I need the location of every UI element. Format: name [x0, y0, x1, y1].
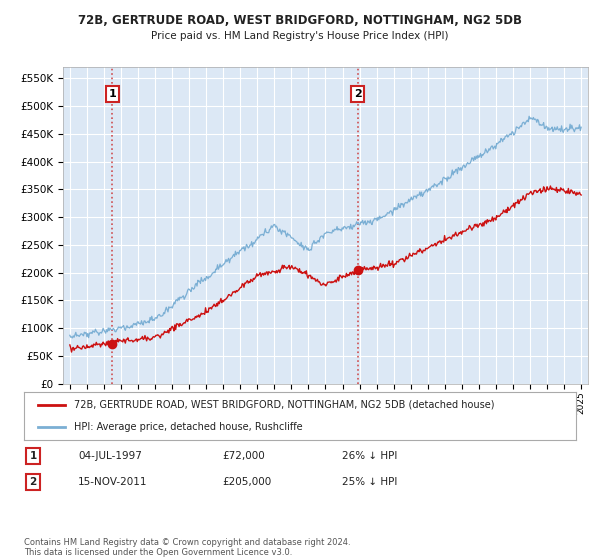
Text: 2: 2 — [29, 477, 37, 487]
Text: 72B, GERTRUDE ROAD, WEST BRIDGFORD, NOTTINGHAM, NG2 5DB: 72B, GERTRUDE ROAD, WEST BRIDGFORD, NOTT… — [78, 14, 522, 27]
Text: 04-JUL-1997: 04-JUL-1997 — [78, 451, 142, 461]
Text: 26% ↓ HPI: 26% ↓ HPI — [342, 451, 397, 461]
Text: 1: 1 — [109, 89, 116, 99]
Text: £72,000: £72,000 — [222, 451, 265, 461]
Text: Price paid vs. HM Land Registry's House Price Index (HPI): Price paid vs. HM Land Registry's House … — [151, 31, 449, 41]
Text: 2: 2 — [353, 89, 361, 99]
Text: £205,000: £205,000 — [222, 477, 271, 487]
Text: Contains HM Land Registry data © Crown copyright and database right 2024.
This d: Contains HM Land Registry data © Crown c… — [24, 538, 350, 557]
Text: 72B, GERTRUDE ROAD, WEST BRIDGFORD, NOTTINGHAM, NG2 5DB (detached house): 72B, GERTRUDE ROAD, WEST BRIDGFORD, NOTT… — [74, 400, 494, 410]
Text: 1: 1 — [29, 451, 37, 461]
Text: 25% ↓ HPI: 25% ↓ HPI — [342, 477, 397, 487]
Text: 15-NOV-2011: 15-NOV-2011 — [78, 477, 148, 487]
Text: HPI: Average price, detached house, Rushcliffe: HPI: Average price, detached house, Rush… — [74, 422, 302, 432]
